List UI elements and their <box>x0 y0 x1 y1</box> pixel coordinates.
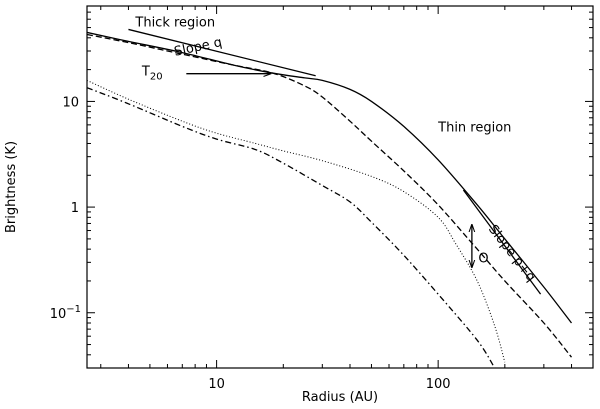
x-tick-label: 100 <box>426 377 451 392</box>
series-dash-dot-line <box>87 87 496 368</box>
y-tick-label: 1 <box>71 201 79 216</box>
t20-label: T20 <box>141 65 163 83</box>
series-dotted-line <box>87 79 506 363</box>
x-axis-label: Radius (AU) <box>302 390 378 405</box>
guide-lines <box>128 28 542 295</box>
thick-region-label: Thick region <box>134 16 215 31</box>
series-dashed-line <box>87 33 573 358</box>
y-tick-label: 10−1 <box>50 304 81 322</box>
slope-q-line <box>128 28 316 77</box>
plot-frame <box>86 5 594 369</box>
y-axis-label: Brightness (K) <box>4 141 19 233</box>
series-solid-line <box>87 31 573 324</box>
slope-p-plus-q-line <box>462 189 542 295</box>
slope-pq-label: Slope p+q <box>485 222 538 285</box>
thin-region-label: Thin region <box>437 120 511 135</box>
axis-ticks: 10 100 10−1 1 10 <box>50 5 594 392</box>
y-tick-label: 10 <box>62 95 79 110</box>
o-label: O <box>478 251 488 266</box>
data-curves <box>87 31 573 368</box>
x-tick-label: 10 <box>208 377 225 392</box>
